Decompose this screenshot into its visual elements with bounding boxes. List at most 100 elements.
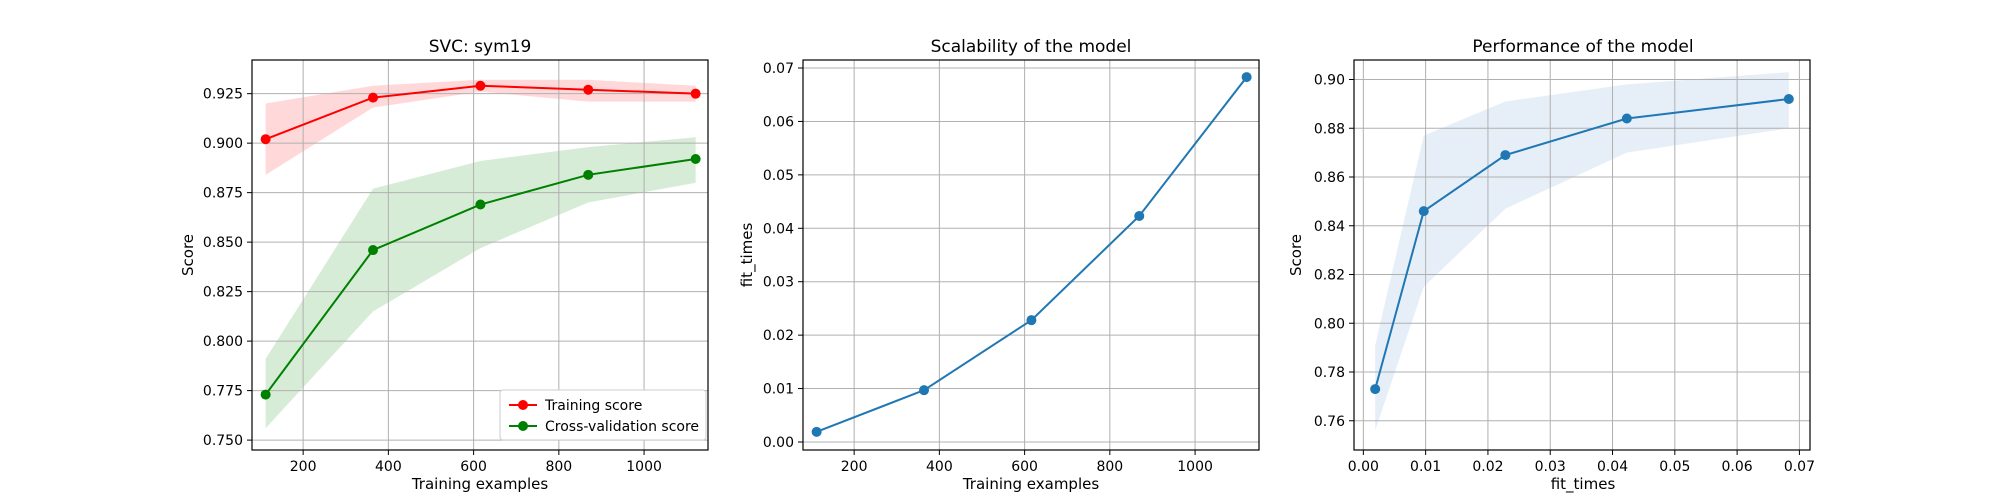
x-tick-label: 1000 — [1177, 459, 1213, 475]
x-tick-label: 0.07 — [1784, 459, 1815, 475]
y-ticks: 0.00 0.01 0.02 0.03 0.04 0.05 0.06 0.07 — [763, 61, 803, 451]
y-tick-label: 0.80 — [1314, 316, 1345, 332]
x-tick-label: 400 — [375, 459, 402, 475]
data-point — [811, 426, 822, 437]
legend-box — [499, 389, 707, 441]
data-point — [368, 92, 379, 103]
legend-marker-training — [518, 400, 528, 410]
y-tick-label: 0.76 — [1314, 414, 1345, 430]
panel-performance: 0.00 0.01 0.02 0.03 0.04 0.05 0.06 0.07 0.760.7… — [1287, 37, 1815, 494]
y-tick-label: 0.775 — [203, 384, 243, 400]
data-point — [1621, 113, 1632, 124]
y-tick-label: 0.00 — [763, 435, 794, 451]
y-tick-label: 0.03 — [763, 275, 794, 291]
y-tick-label: 0.82 — [1314, 268, 1345, 284]
legend: Training score Cross-validation score — [499, 389, 707, 441]
x-tick-label: 1000 — [626, 459, 662, 475]
x-tick-label: 0.03 — [1535, 459, 1566, 475]
plot-frame — [1353, 59, 1811, 451]
data-point — [260, 389, 271, 400]
y-ticks: 0.76 0.78 0.80 0.82 0.84 0.86 0.88 0.90 — [1314, 73, 1354, 430]
series-markers — [811, 72, 1252, 437]
grid-lines — [803, 60, 1259, 450]
axes-frame — [802, 59, 1260, 451]
grid-lines — [252, 60, 708, 450]
chart-title: Performance of the model — [1472, 37, 1693, 57]
confidence-bands — [1375, 72, 1789, 431]
data-point — [690, 153, 701, 164]
data-point — [919, 385, 930, 396]
data-point — [1134, 211, 1145, 221]
legend-label-cv: Cross-validation score — [545, 419, 699, 435]
series-markers — [260, 80, 701, 400]
y-tick-label: 0.850 — [203, 235, 243, 251]
plot-frame — [251, 59, 709, 451]
data-point — [475, 80, 486, 91]
data-point — [583, 169, 594, 180]
axes-frame — [1353, 59, 1811, 451]
y-tick-label: 0.06 — [763, 114, 794, 130]
data-point — [368, 245, 379, 256]
y-tick-label: 0.825 — [203, 285, 243, 301]
y-tick-label: 0.02 — [763, 328, 794, 344]
y-tick-label: 0.925 — [203, 87, 243, 103]
y-tick-label: 0.88 — [1314, 121, 1345, 137]
x-axis-label: Training examples — [411, 475, 549, 493]
series-markers — [1370, 94, 1794, 395]
y-axis-label: Score — [1287, 234, 1305, 276]
panel-scalability: 200 400 600 800 1000 0.000.010.020.030.040.0… — [738, 37, 1260, 493]
x-tick-label: 0.01 — [1410, 459, 1441, 475]
x-tick-label: 0.00 — [1348, 459, 1379, 475]
confidence-band-1 — [265, 137, 696, 429]
y-tick-label: 0.05 — [763, 168, 794, 184]
y-tick-label: 0.01 — [763, 382, 794, 398]
y-tick-label: 0.84 — [1314, 219, 1345, 235]
data-point — [1026, 315, 1037, 326]
y-tick-label: 0.86 — [1314, 170, 1345, 186]
x-axis-label: Training examples — [962, 475, 1100, 493]
data-point — [1500, 150, 1511, 161]
data-point — [1783, 94, 1794, 104]
legend-marker-cv — [518, 421, 528, 431]
plot-frame — [802, 59, 1260, 451]
x-ticks: 200 400 600 800 1000 — [841, 450, 1213, 475]
data-point — [690, 88, 701, 99]
y-tick-label: 0.875 — [203, 186, 243, 202]
chart-title: Scalability of the model — [931, 37, 1132, 57]
x-tick-label: 0.06 — [1722, 459, 1753, 475]
confidence-bands — [265, 79, 696, 429]
data-point — [1241, 72, 1252, 83]
data-point — [475, 199, 486, 210]
data-point — [583, 84, 594, 95]
y-ticks: 0.750 0.775 0.800 0.825 0.850 0.875 0.900 0.925 — [203, 87, 252, 449]
x-tick-label: 0.02 — [1472, 459, 1503, 475]
confidence-band-0 — [1375, 72, 1789, 431]
x-tick-label: 600 — [1011, 459, 1038, 475]
data-point — [1418, 206, 1429, 217]
x-tick-label: 0.05 — [1659, 459, 1690, 475]
legend-label-training: Training score — [544, 398, 642, 414]
y-tick-label: 0.78 — [1314, 365, 1345, 381]
x-tick-label: 600 — [460, 459, 487, 475]
y-tick-label: 0.04 — [763, 221, 794, 237]
y-tick-label: 0.90 — [1314, 73, 1345, 89]
x-tick-label: 200 — [290, 459, 317, 475]
x-tick-label: 800 — [545, 459, 572, 475]
y-tick-label: 0.07 — [763, 61, 794, 77]
x-axis-label: fit_times — [1551, 475, 1616, 494]
grid-lines — [1354, 60, 1810, 450]
x-tick-label: 400 — [926, 459, 953, 475]
panel-training-curves: 200 400 600 800 1000 0.750 0.775 0.800 0.825 0.8… — [179, 37, 709, 493]
x-ticks: 0.00 0.01 0.02 0.03 0.04 0.05 0.06 0.07 — [1348, 450, 1815, 475]
y-tick-label: 0.800 — [203, 334, 243, 350]
confidence-band-0 — [265, 79, 696, 175]
axes-frame — [251, 59, 709, 451]
data-point — [260, 134, 271, 145]
y-axis-label: fit_times — [738, 223, 757, 288]
data-point — [1370, 384, 1381, 395]
chart-title: SVC: sym19 — [429, 37, 532, 57]
x-tick-label: 0.04 — [1597, 459, 1628, 475]
y-axis-label: Score — [179, 234, 197, 276]
